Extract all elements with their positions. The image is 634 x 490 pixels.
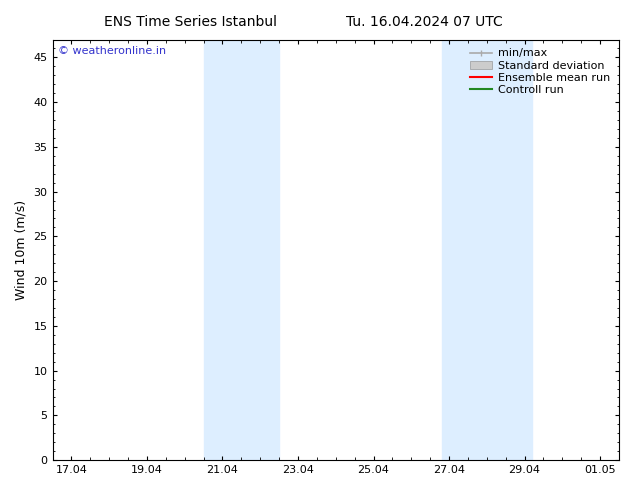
- Y-axis label: Wind 10m (m/s): Wind 10m (m/s): [15, 200, 28, 300]
- Legend: min/max, Standard deviation, Ensemble mean run, Controll run: min/max, Standard deviation, Ensemble me…: [467, 45, 614, 98]
- Text: © weatheronline.in: © weatheronline.in: [58, 46, 166, 56]
- Bar: [204, 40, 279, 460]
- Bar: [441, 40, 532, 460]
- Text: Tu. 16.04.2024 07 UTC: Tu. 16.04.2024 07 UTC: [346, 15, 503, 29]
- Text: ENS Time Series Istanbul: ENS Time Series Istanbul: [104, 15, 276, 29]
